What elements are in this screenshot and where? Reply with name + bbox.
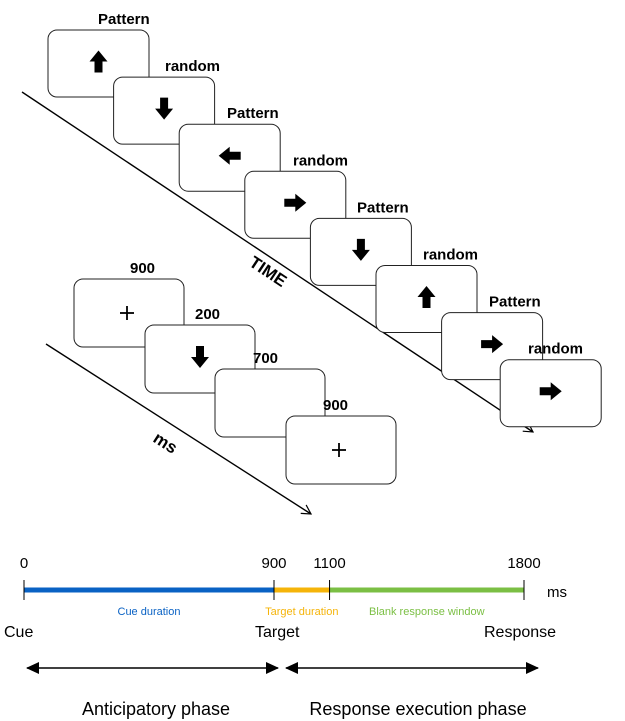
anticipatory-phase-label: Anticipatory phase xyxy=(82,699,230,719)
timeline-tick-label: 0 xyxy=(20,555,28,572)
timeline-tick-label: 1800 xyxy=(507,555,540,572)
ms-axis-label: ms xyxy=(150,428,181,457)
arrow-up-icon xyxy=(417,286,436,308)
timeline: 0 900 1100 1800 ms Cue duration Target durat… xyxy=(4,555,567,719)
timing-frames: 900 200 700 900 xyxy=(73,260,397,485)
trial-sequence: TIME Pattern random Pattern random Pattern ra… xyxy=(21,11,602,433)
timeline-event-label: Target xyxy=(255,624,300,641)
timeline-segment-label: Cue duration xyxy=(118,606,181,618)
timeline-segment-label: Blank response window xyxy=(369,606,485,618)
trial-frames: Pattern random Pattern random Pattern random P… xyxy=(47,11,602,428)
arrow-down-icon xyxy=(155,97,174,120)
frame-duration-label: 900 xyxy=(323,397,348,414)
arrow-down-icon xyxy=(351,238,370,261)
arrow-left-icon xyxy=(218,146,241,165)
timeline-event-labels: Cue Target Response xyxy=(4,624,556,641)
arrow-up-icon xyxy=(89,50,108,73)
timeline-unit-label: ms xyxy=(547,584,567,601)
ms-axis-line xyxy=(45,343,313,515)
trial-condition-label: random xyxy=(528,341,583,358)
timeline-segment-label: Target duration xyxy=(265,606,338,618)
trial-condition-label: Pattern xyxy=(98,11,150,28)
trial-condition-label: Pattern xyxy=(489,294,541,311)
timeline-segment-bar xyxy=(24,587,274,593)
trial-condition-label: random xyxy=(165,58,220,75)
trial-condition-label: random xyxy=(423,247,478,264)
arrow-right-icon xyxy=(481,335,504,354)
arrow-right-icon xyxy=(284,193,307,212)
trial-frame: random xyxy=(499,341,602,428)
timeline-tick-label: 900 xyxy=(261,555,286,572)
frame-duration-label: 900 xyxy=(130,260,155,277)
time-axis-label: TIME xyxy=(246,253,290,291)
fixation-cross-icon xyxy=(120,306,134,320)
timeline-segment-bar xyxy=(329,587,524,593)
arrow-right-icon xyxy=(539,382,562,401)
response-execution-phase-label: Response execution phase xyxy=(309,699,526,719)
timing-frame: 900 xyxy=(285,397,397,485)
trial-condition-label: random xyxy=(293,152,348,169)
arrow-down-icon xyxy=(191,346,209,368)
trial-timing: ms 900 200 700 900 xyxy=(45,260,397,515)
timeline-segment-bar xyxy=(274,587,330,593)
frame-duration-label: 700 xyxy=(253,350,278,367)
trial-condition-label: Pattern xyxy=(357,199,409,216)
timeline-bars xyxy=(23,580,525,600)
timeline-tick-label: 1100 xyxy=(313,555,345,572)
fixation-cross-icon xyxy=(332,443,346,457)
frame-duration-label: 200 xyxy=(195,306,220,323)
timeline-tick-labels: 0 900 1100 1800 xyxy=(20,555,541,572)
trial-condition-label: Pattern xyxy=(227,105,279,122)
timeline-segment-labels: Cue duration Target duration Blank respons… xyxy=(118,606,485,618)
timeline-event-label: Cue xyxy=(4,624,33,641)
timeline-event-label: Response xyxy=(484,624,556,641)
